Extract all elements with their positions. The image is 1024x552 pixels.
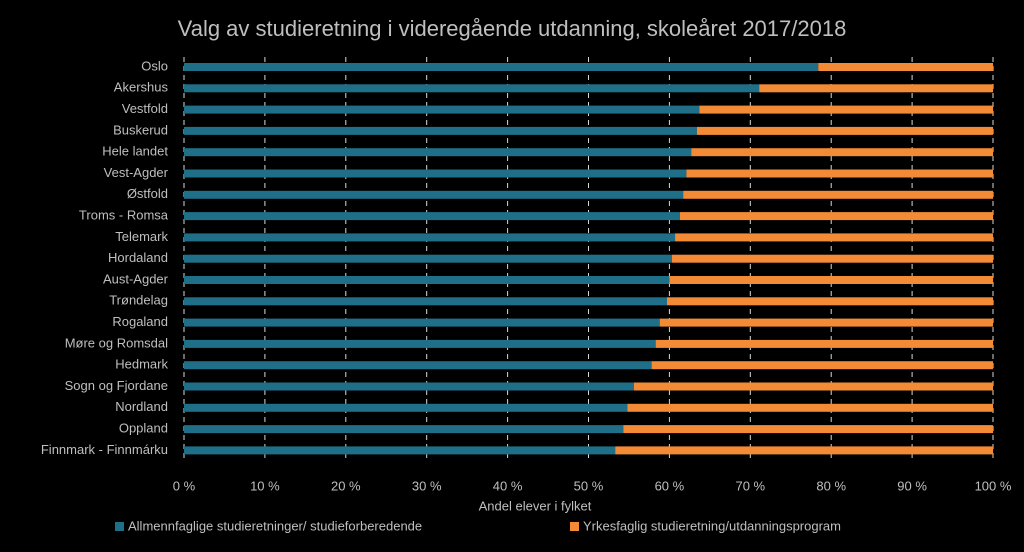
- bar-segment: [666, 297, 993, 306]
- bar-segment: [184, 361, 652, 370]
- y-tick-label: Trøndelag: [109, 293, 168, 308]
- y-tick-label: Møre og Romsdal: [65, 335, 168, 350]
- bar-segment: [696, 126, 993, 135]
- x-axis-title: Andel elever i fylket: [479, 498, 592, 513]
- bar-segment: [818, 63, 993, 71]
- bar-segment: [184, 446, 616, 455]
- bar-segment: [184, 84, 760, 93]
- y-tick-label: Sogn og Fjordane: [65, 378, 168, 393]
- y-tick-label: Vest-Agder: [104, 165, 169, 180]
- bar-segment: [659, 318, 993, 327]
- bar-segment: [615, 446, 993, 455]
- bar-segment: [671, 254, 993, 263]
- bar-segment: [184, 190, 684, 199]
- chart-title: Valg av studieretning i videregående utd…: [178, 16, 847, 41]
- x-tick-label: 30 %: [412, 478, 442, 493]
- bar-segment: [184, 212, 680, 221]
- legend-label: Allmennfaglige studieretninger/ studiefo…: [128, 518, 422, 533]
- x-tick-label: 0 %: [173, 478, 196, 493]
- y-tick-label: Hedmark: [115, 357, 168, 372]
- bar-segment: [699, 105, 993, 114]
- y-tick-label: Troms - Romsa: [79, 208, 169, 223]
- x-tick-label: 40 %: [493, 478, 523, 493]
- legend-label: Yrkesfaglig studieretning/utdanningsprog…: [583, 518, 841, 533]
- bar-segment: [686, 169, 993, 178]
- legend-swatch: [570, 522, 579, 531]
- bar-segment: [679, 212, 993, 221]
- y-tick-label: Aust-Agder: [103, 271, 169, 286]
- x-tick-label: 20 %: [331, 478, 361, 493]
- bar-segment: [623, 425, 993, 434]
- y-tick-label: Hordaland: [108, 250, 168, 265]
- bar-segment: [675, 233, 993, 242]
- y-tick-label: Hele landet: [102, 144, 168, 159]
- bar-segment: [651, 361, 993, 370]
- x-tick-label: 90 %: [897, 478, 927, 493]
- y-tick-label: Telemark: [115, 229, 168, 244]
- y-tick-label: Oppland: [119, 421, 168, 436]
- y-tick-label: Nordland: [115, 399, 168, 414]
- legend-swatch: [115, 522, 124, 531]
- bar-segment: [184, 254, 672, 263]
- x-tick-label: 70 %: [735, 478, 765, 493]
- bar-segment: [691, 148, 993, 157]
- bar-segment: [184, 105, 700, 114]
- bar-segment: [184, 126, 697, 135]
- x-tick-label: 50 %: [574, 478, 604, 493]
- bar-segment: [184, 297, 667, 306]
- y-tick-label: Finnmark - Finnmárku: [41, 442, 168, 457]
- bar-segment: [633, 382, 993, 391]
- bar-segment: [184, 403, 628, 412]
- y-tick-label: Buskerud: [113, 122, 168, 137]
- y-tick-label: Rogaland: [112, 314, 168, 329]
- x-tick-label: 10 %: [250, 478, 280, 493]
- bar-segment: [683, 190, 993, 199]
- bar-segment: [655, 339, 993, 348]
- y-tick-label: Akershus: [114, 80, 169, 95]
- bar-segment: [184, 169, 687, 178]
- y-tick-label: Østfold: [127, 186, 168, 201]
- bar-segment: [184, 318, 660, 327]
- bar-segment: [184, 425, 624, 434]
- bar-segment: [184, 339, 656, 348]
- bar-segment: [627, 403, 993, 412]
- bar-segment: [184, 148, 692, 157]
- bar-segment: [184, 63, 819, 71]
- bar-segment: [184, 276, 670, 284]
- bar-segment: [184, 233, 676, 242]
- x-tick-label: 60 %: [655, 478, 685, 493]
- y-tick-label: Oslo: [141, 58, 168, 73]
- x-tick-label: 100 %: [975, 478, 1012, 493]
- x-tick-label: 80 %: [816, 478, 846, 493]
- y-tick-label: Vestfold: [122, 101, 168, 116]
- bar-segment: [184, 382, 634, 391]
- bar-segment: [669, 276, 993, 284]
- bar-segment: [759, 84, 993, 93]
